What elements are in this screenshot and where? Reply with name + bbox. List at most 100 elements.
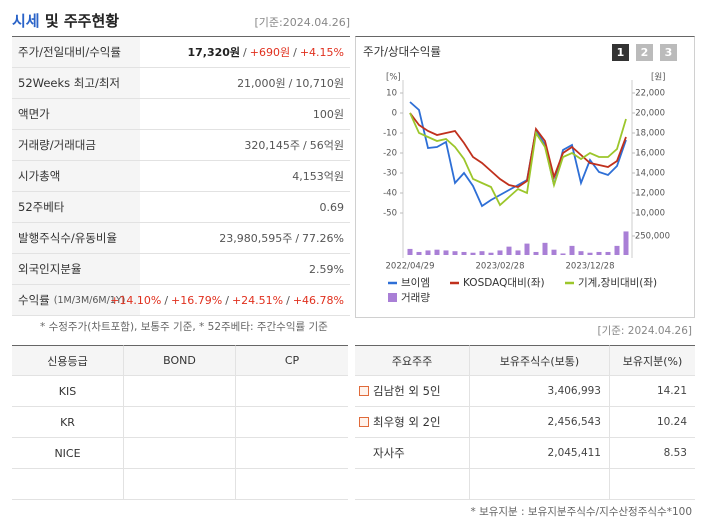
value: 0.69 <box>319 200 345 214</box>
value: / <box>243 45 247 59</box>
expand-icon <box>359 448 369 458</box>
volume-bar <box>479 251 485 255</box>
title: 시세 및 주주현황 <box>12 10 119 31</box>
x-tick-label: 2022/04/29 <box>386 262 435 272</box>
label: 52Weeks 최고/최저 <box>18 76 120 90</box>
legend-label: 기계,장비대비(좌) <box>578 277 657 289</box>
value: / <box>295 231 300 245</box>
tick-label: 22,000 <box>635 89 665 99</box>
header-cell: BOND <box>124 345 236 376</box>
title-rest: 및 주주현황 <box>44 12 120 30</box>
value: +690원 <box>249 46 291 59</box>
x-tick-label: 2023/12/28 <box>566 262 615 272</box>
row-value: 100원 <box>140 99 350 130</box>
volume-bar <box>605 251 611 255</box>
legend-swatch <box>388 293 397 302</box>
label: 시가총액 <box>18 169 61 183</box>
cell: NICE <box>12 438 124 469</box>
header-cell: 주요주주 <box>355 345 470 376</box>
value: 10,710원 <box>295 77 344 90</box>
volume-bar <box>542 242 548 255</box>
cell <box>236 376 348 407</box>
header-cell: CP <box>236 345 348 376</box>
page-button[interactable] <box>612 44 629 61</box>
axis-unit: [%] <box>386 73 401 83</box>
cell <box>12 469 124 500</box>
rule <box>12 36 350 37</box>
legend-label: KOSDAQ대비(좌) <box>463 277 545 289</box>
date: [기준:2024.04.26] <box>254 16 350 29</box>
series-line <box>409 112 627 207</box>
value: 320,145주 <box>244 139 301 152</box>
cell: 자사주 <box>355 438 470 469</box>
page-button[interactable] <box>660 44 677 61</box>
label: 거래량/거래대금 <box>18 138 96 152</box>
value: +14.10% <box>110 293 162 307</box>
page-button[interactable] <box>636 44 653 61</box>
page-button-label: 2 <box>641 46 649 59</box>
cell: 8.53 <box>610 438 695 469</box>
value: / <box>164 293 169 307</box>
value: +46.78% <box>292 293 344 307</box>
value: / <box>225 293 229 307</box>
holder-pct: 14.21 <box>656 385 687 397</box>
row-label: 액면가 <box>12 99 140 130</box>
row-label: 시가총액 <box>12 161 140 192</box>
value: 100원 <box>312 108 344 121</box>
tick-label: -40 <box>383 189 397 199</box>
value: 21,000원 <box>237 77 286 90</box>
row-label: 52주베타 <box>12 192 140 223</box>
tick-label: 10 <box>386 89 397 99</box>
cell <box>124 376 236 407</box>
footnote: * 수정주가(차트포함), 보통주 기준, * 52주베타: 주간수익률 기준 <box>40 321 328 333</box>
volume-bar <box>587 252 593 255</box>
label: 외국인지분율 <box>18 262 82 276</box>
value: / <box>288 76 293 90</box>
page-button-label: 1 <box>617 46 625 59</box>
chart-title: 주가/상대수익률 <box>363 45 441 59</box>
row-label: 수익률 (1M/3M/6M/1Y) <box>12 285 140 316</box>
chart-box <box>355 36 695 318</box>
value: +4.15% <box>299 45 344 59</box>
row-label: 52Weeks 최고/최저 <box>12 68 140 99</box>
row-value: 4,153억원 <box>140 161 350 192</box>
holder-shares: 3,406,993 <box>547 385 601 397</box>
tick-label: -30 <box>383 169 397 179</box>
series-line <box>409 101 627 208</box>
cell <box>124 469 236 500</box>
volume-bar <box>425 250 431 255</box>
date: [기준: 2024.04.26] <box>597 325 692 337</box>
row-value: 2.59% <box>140 254 350 285</box>
row-value: 23,980,595주/77.26% <box>140 223 350 254</box>
series-line <box>409 112 627 188</box>
volume-bar <box>416 251 422 255</box>
volume-bar <box>614 245 620 255</box>
cell <box>610 469 695 500</box>
footnote: * 보유지분 : 보유지분주식수/지수산정주식수*100 <box>470 506 692 518</box>
volume-bar <box>524 243 530 255</box>
cell: 김남헌 외 5인 <box>355 376 470 407</box>
volume-bar <box>461 251 467 255</box>
expand-icon[interactable] <box>359 417 369 427</box>
holder-pct: 8.53 <box>663 447 687 459</box>
holder-name: 자사주 <box>373 446 405 460</box>
volume-bar <box>551 249 557 255</box>
cell <box>236 407 348 438</box>
holder-name: 김남헌 외 5인 <box>373 384 441 398</box>
value: / <box>293 45 297 59</box>
cell <box>355 469 470 500</box>
cell: 2,456,543 <box>470 407 610 438</box>
label: 액면가 <box>18 107 50 121</box>
tick-label: 10,000 <box>635 209 665 219</box>
expand-icon[interactable] <box>359 386 369 396</box>
volume-bar <box>443 250 449 255</box>
volume-bar <box>434 249 440 255</box>
row-value: 320,145주/56억원 <box>140 130 350 161</box>
value: +24.51% <box>231 293 284 307</box>
cell: 14.21 <box>610 376 695 407</box>
cell: 최우형 외 2인 <box>355 407 470 438</box>
volume-bar <box>452 251 458 255</box>
label: 주가/전일대비/수익률 <box>18 45 121 59</box>
